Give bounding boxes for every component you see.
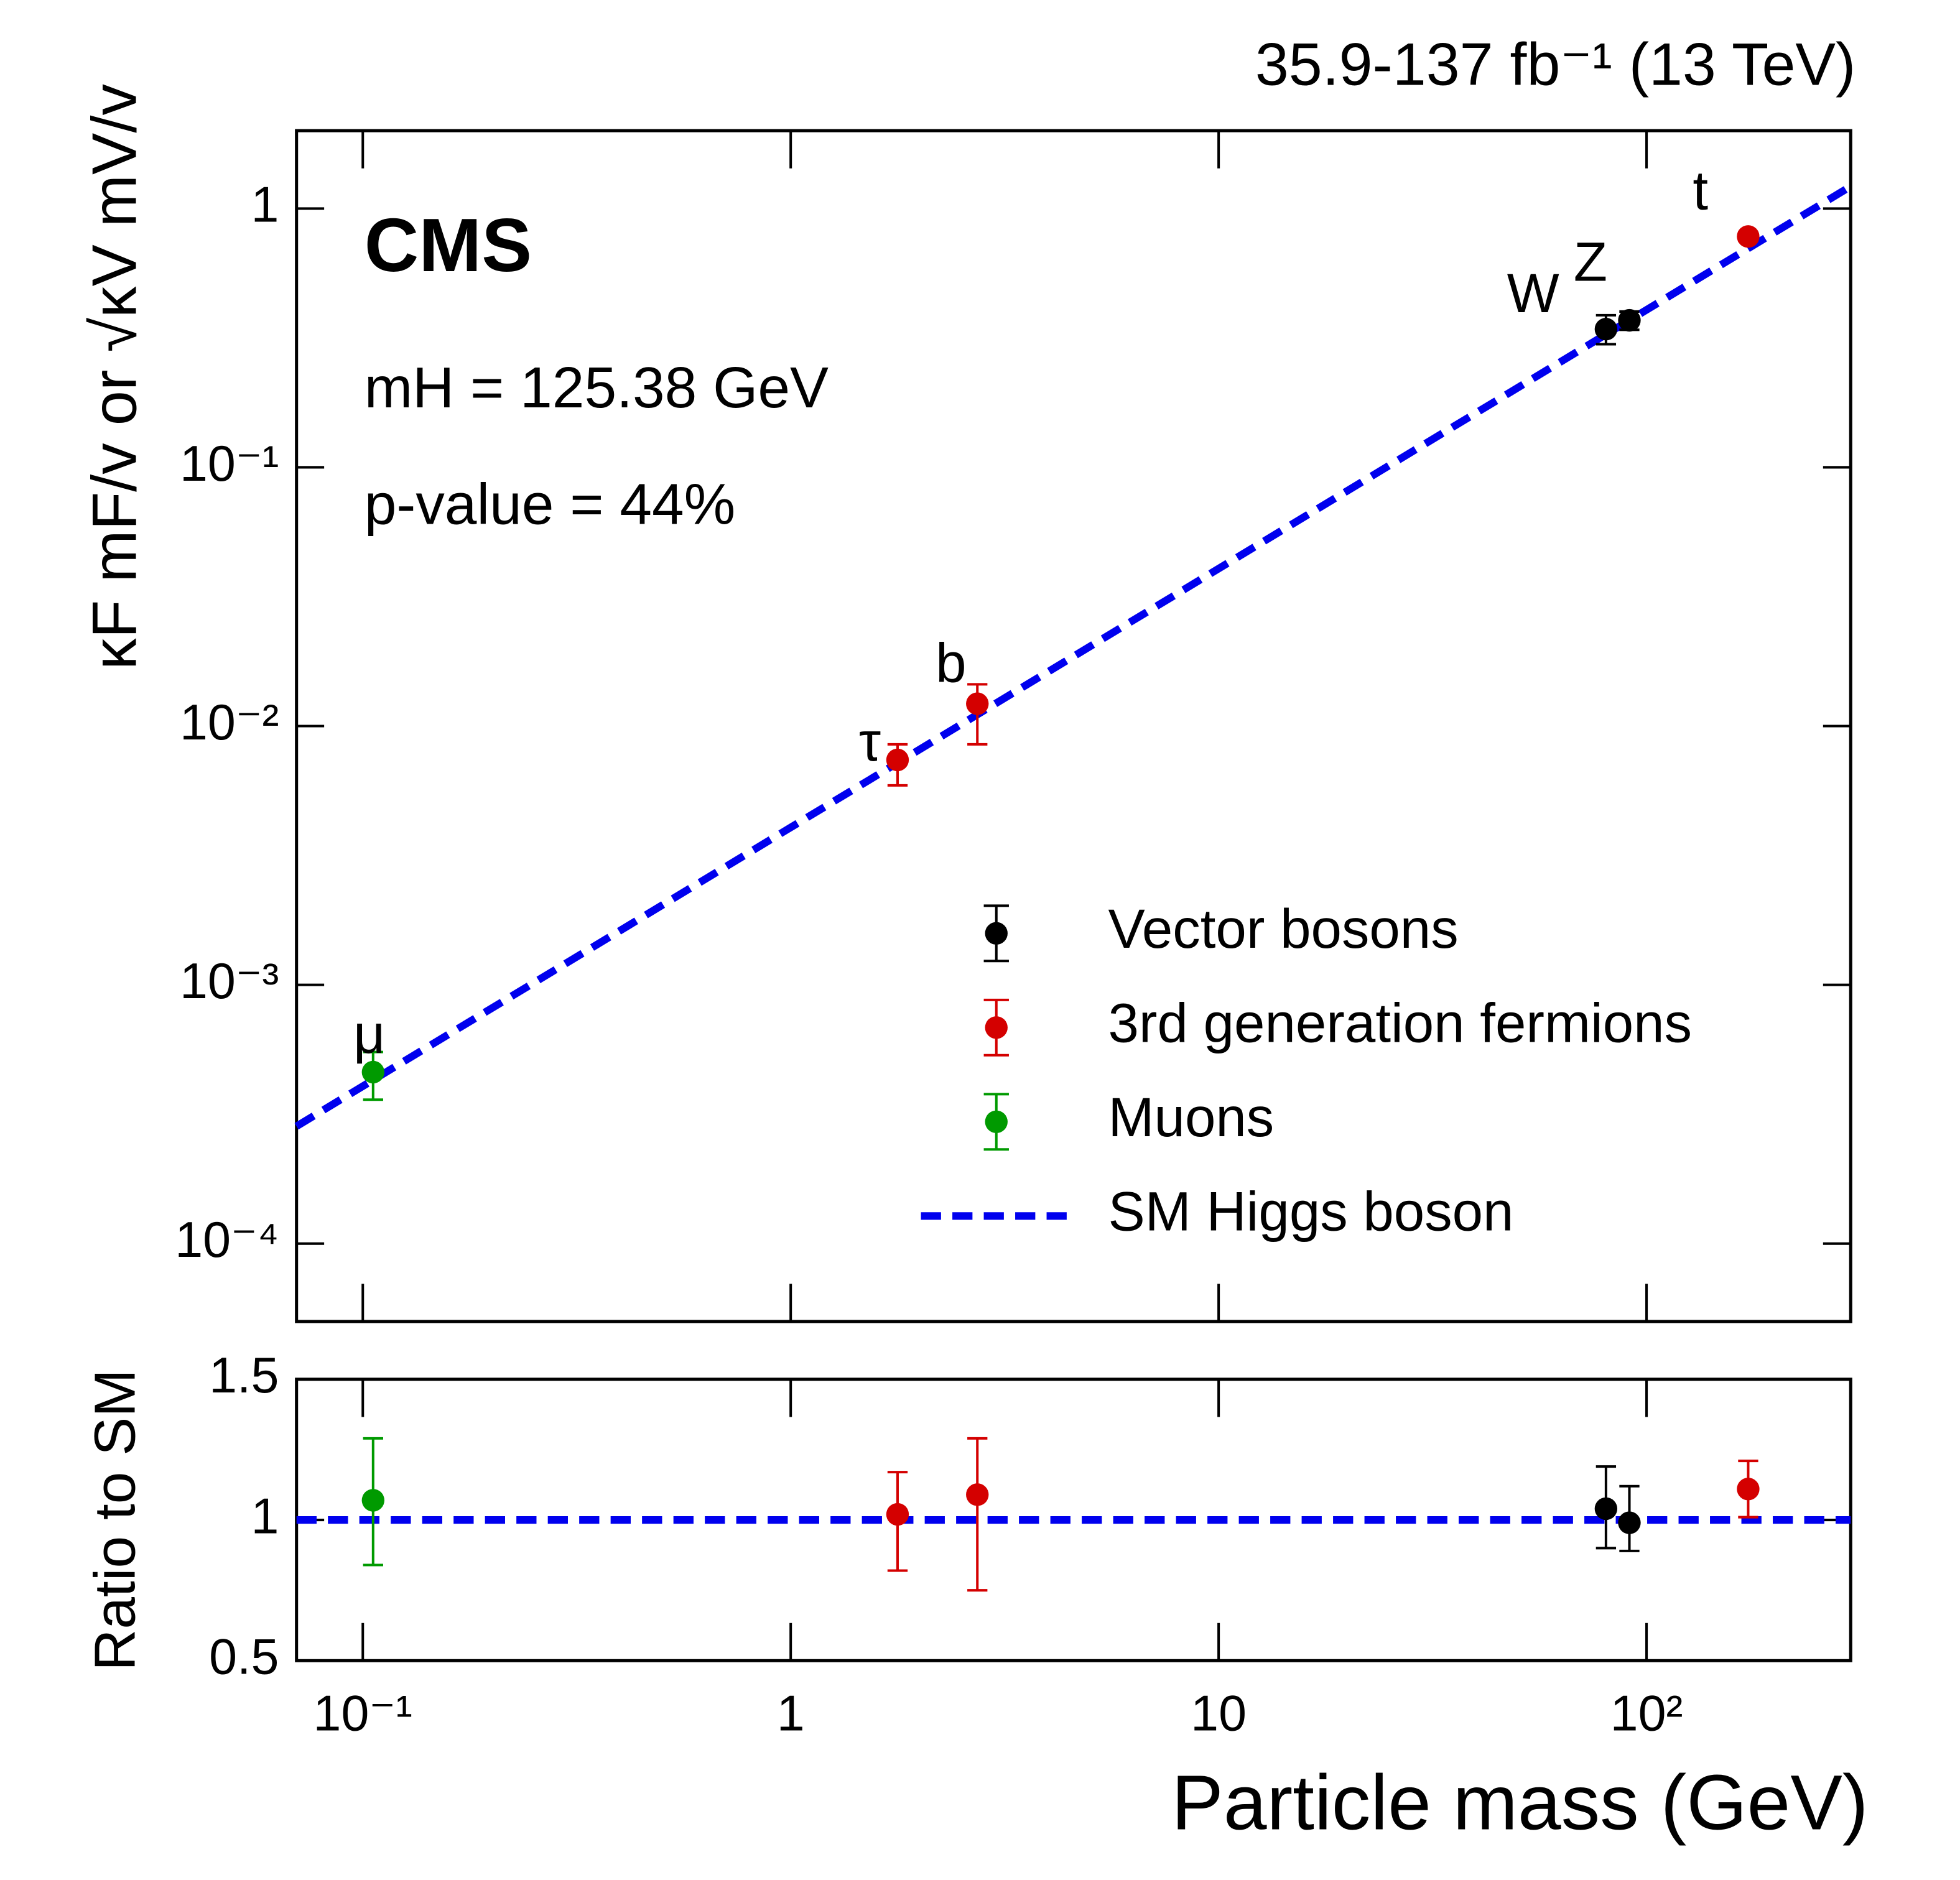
legend-marker [985, 1110, 1008, 1133]
y-tick-label: 1.5 [209, 1348, 279, 1404]
legend-label: Muons [1108, 1086, 1275, 1148]
experiment-label: CMS [365, 203, 532, 287]
y-axis-label: Ratio to SM [82, 1369, 147, 1670]
data-point [886, 748, 909, 772]
point-label: t [1693, 160, 1708, 221]
y-tick-label: 1 [251, 177, 279, 233]
y-tick-label: 10⁻¹ [180, 436, 279, 492]
data-point [1737, 225, 1760, 248]
legend-label: SM Higgs boson [1108, 1181, 1514, 1243]
data-point [1618, 1511, 1641, 1534]
point-label: Z [1574, 231, 1607, 293]
point-label: W [1507, 262, 1559, 324]
reference-line [294, 183, 1853, 1130]
data-point [1737, 1478, 1760, 1501]
data-point [1594, 318, 1618, 341]
legend-marker [985, 922, 1008, 945]
point-label: τ [859, 711, 881, 772]
legend-label: 3rd generation fermions [1108, 993, 1693, 1054]
x-axis-label: Particle mass (GeV) [1171, 1759, 1868, 1846]
y-axis-label: κF mF/v or √κV mV/v [80, 84, 150, 670]
data-point [966, 1483, 989, 1506]
x-tick-label: 10² [1610, 1686, 1683, 1742]
point-label: μ [353, 1003, 385, 1065]
y-tick-label: 10⁻² [180, 695, 279, 751]
data-point [1618, 308, 1641, 332]
data-point [966, 692, 989, 715]
data-point [1594, 1497, 1618, 1521]
x-tick-label: 1 [777, 1686, 805, 1742]
annotation: mH = 125.38 GeV [365, 355, 829, 420]
x-tick-label: 10⁻¹ [314, 1686, 412, 1742]
annotation: p-value = 44% [365, 472, 736, 537]
point-label: b [936, 632, 966, 693]
chart-title: 35.9-137 fb⁻¹ (13 TeV) [1255, 30, 1855, 98]
data-point [361, 1060, 384, 1084]
y-tick-label: 10⁻⁴ [175, 1212, 279, 1268]
legend-marker [985, 1016, 1008, 1039]
data-point [886, 1503, 909, 1526]
x-tick-label: 10 [1191, 1686, 1247, 1742]
legend-label: Vector bosons [1108, 898, 1459, 960]
y-tick-label: 1 [251, 1488, 279, 1544]
y-tick-label: 10⁻³ [180, 953, 279, 1009]
data-point [361, 1489, 384, 1512]
y-tick-label: 0.5 [209, 1629, 279, 1685]
